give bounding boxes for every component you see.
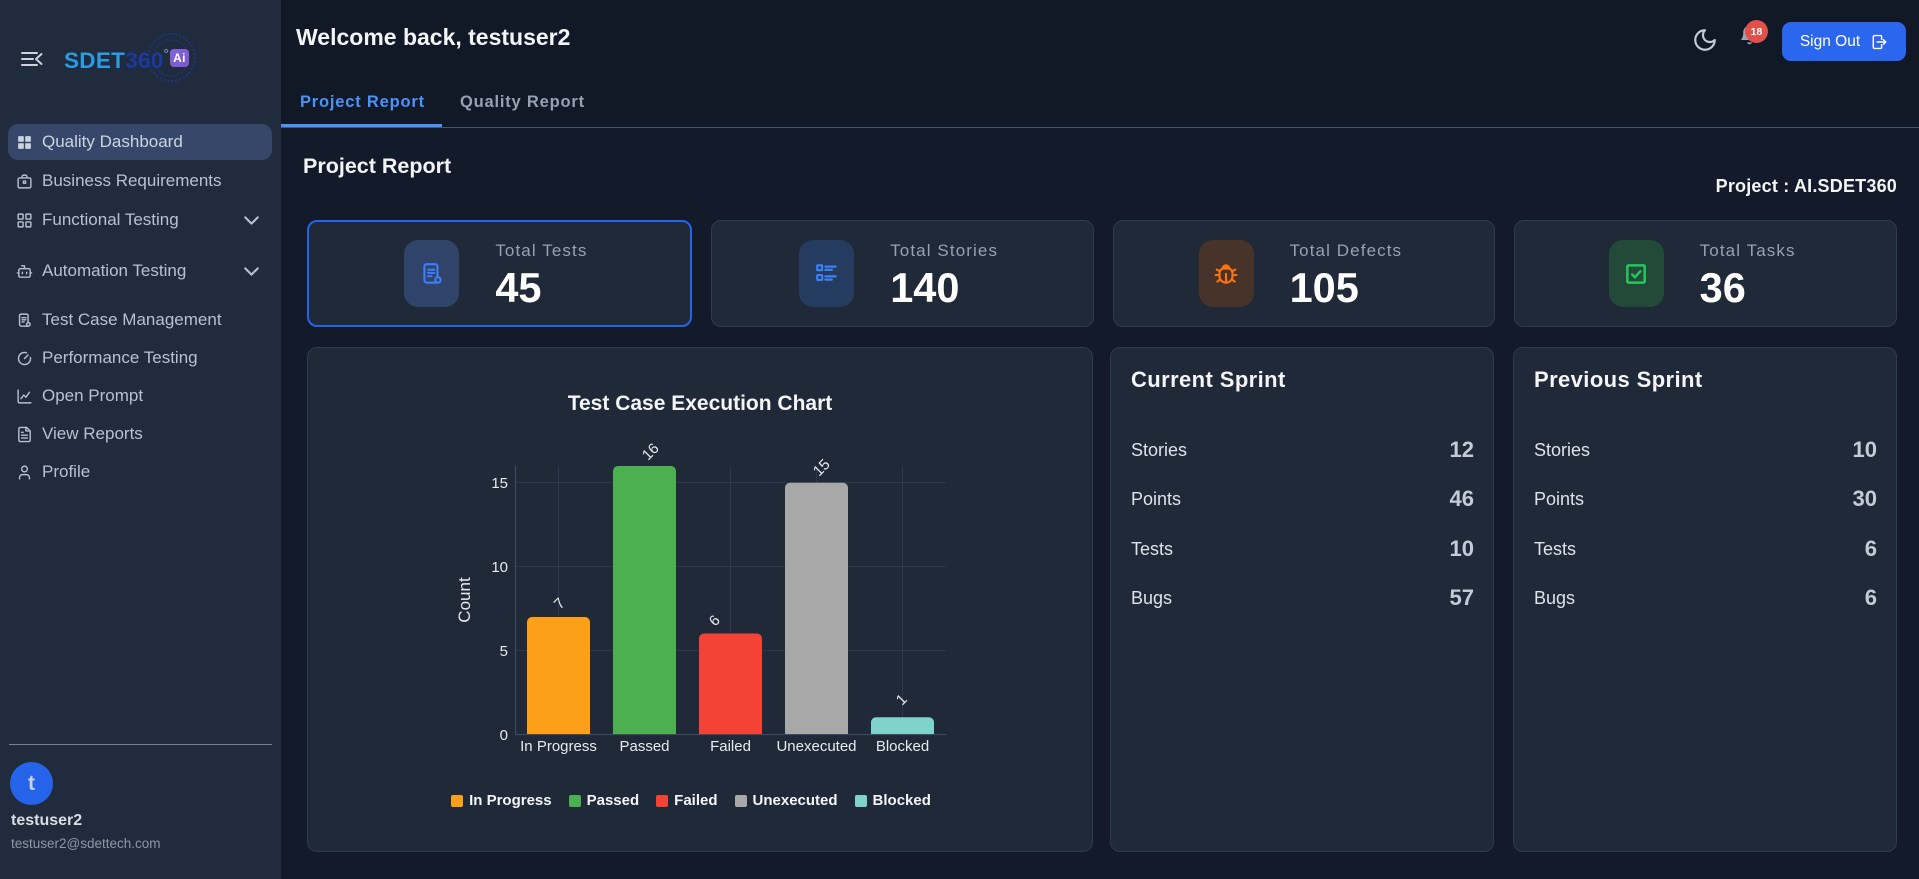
svg-text:Unexecuted: Unexecuted (776, 738, 856, 755)
svg-text:7: 7 (551, 595, 569, 613)
svg-text:In Progress: In Progress (520, 738, 597, 755)
svg-text:Passed: Passed (619, 738, 669, 755)
svg-text:6: 6 (706, 612, 724, 630)
svg-text:15: 15 (491, 475, 508, 492)
svg-text:15: 15 (810, 456, 834, 480)
svg-text:Count: Count (455, 577, 474, 623)
svg-text:Failed: Failed (710, 738, 751, 755)
svg-text:Blocked: Blocked (876, 738, 929, 755)
svg-text:0: 0 (500, 727, 508, 744)
svg-text:5: 5 (500, 643, 508, 660)
svg-text:10: 10 (491, 559, 508, 576)
svg-text:16: 16 (639, 440, 663, 464)
svg-text:1: 1 (893, 691, 911, 709)
